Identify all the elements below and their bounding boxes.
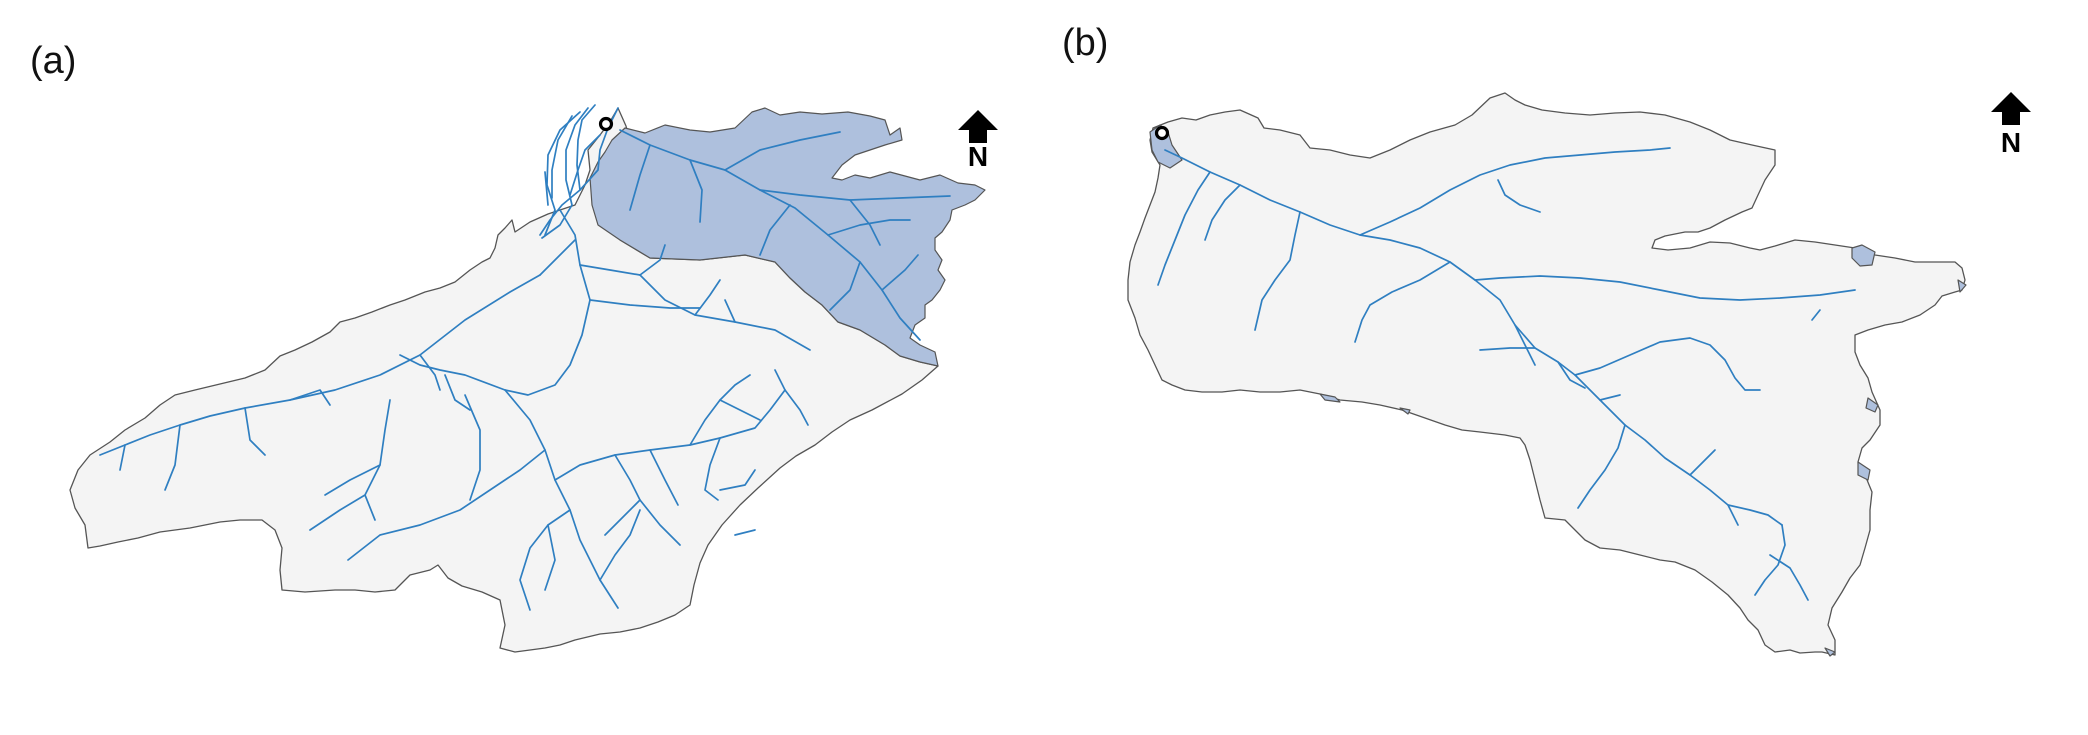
panel-label-a: (a) xyxy=(30,40,77,82)
north-label-b: N xyxy=(2001,127,2021,158)
north-label-a: N xyxy=(968,141,988,172)
estuary-channels-a xyxy=(541,104,596,239)
panel-label-b: (b) xyxy=(1062,22,1109,64)
map-panel-a: N xyxy=(69,104,998,653)
basin-outline-b xyxy=(1127,92,1966,656)
highlight-subbasin-a xyxy=(589,107,986,367)
outlet-marker-icon xyxy=(1154,125,1170,141)
north-arrow-icon: N xyxy=(1991,92,2031,158)
river-network-a xyxy=(99,107,951,611)
north-arrow-icon: N xyxy=(958,110,998,172)
map-panel-b: N xyxy=(1127,92,2031,657)
river-network-b xyxy=(1157,147,1856,601)
outlet-marker-icon xyxy=(598,116,614,132)
